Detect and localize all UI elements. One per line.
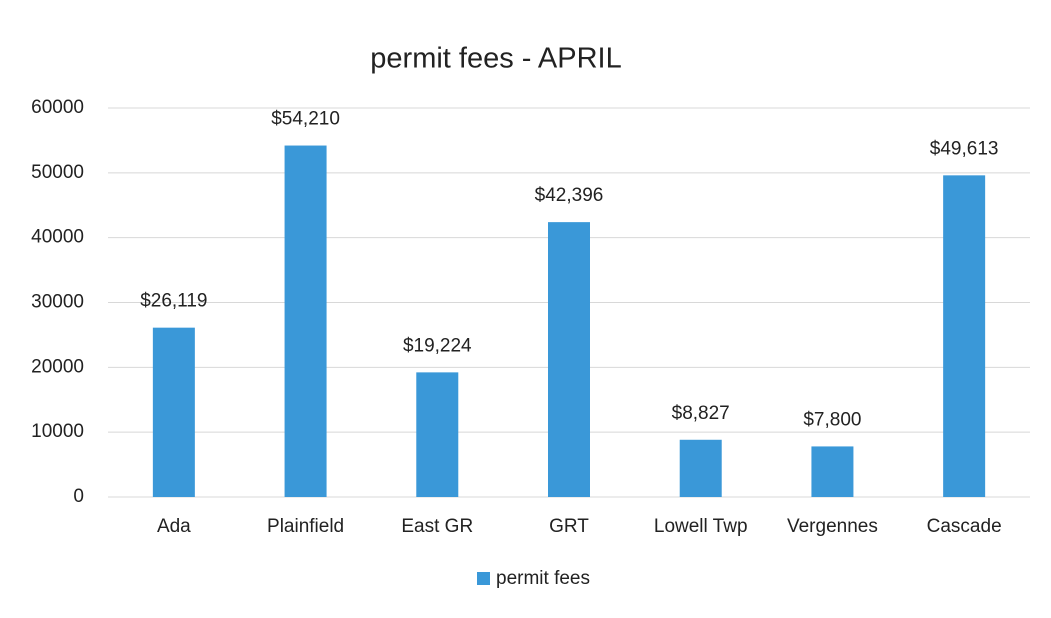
y-tick-label: 50000 (31, 162, 84, 183)
chart-title: permit fees - APRIL (370, 43, 621, 75)
data-label: $42,396 (535, 185, 604, 206)
bar (152, 327, 195, 497)
x-tick-label: Cascade (927, 516, 1002, 537)
y-tick-label: 0 (73, 486, 84, 507)
y-tick-label: 40000 (31, 227, 84, 248)
bar (943, 175, 986, 497)
y-tick-label: 10000 (31, 421, 84, 442)
data-label: $7,800 (803, 409, 861, 430)
x-tick-label: East GR (401, 516, 473, 537)
bar (284, 145, 327, 497)
bar (811, 446, 854, 497)
data-label: $26,119 (140, 291, 207, 312)
data-label: $49,613 (930, 138, 999, 159)
x-tick-label: Lowell Twp (654, 516, 748, 537)
legend-swatch (477, 572, 490, 585)
bar (416, 372, 459, 497)
bar (679, 439, 722, 497)
x-tick-label: Plainfield (267, 516, 344, 537)
data-label: $54,210 (271, 109, 340, 130)
y-tick-label: 20000 (31, 356, 84, 377)
y-tick-label: 60000 (31, 97, 84, 118)
data-label: $8,827 (672, 403, 730, 424)
data-label: $19,224 (403, 335, 472, 356)
x-tick-label: GRT (549, 516, 589, 537)
legend-label: permit fees (496, 568, 590, 589)
bar (548, 222, 590, 497)
x-tick-label: Ada (157, 516, 191, 537)
y-tick-label: 30000 (31, 292, 84, 313)
x-tick-label: Vergennes (787, 516, 878, 537)
